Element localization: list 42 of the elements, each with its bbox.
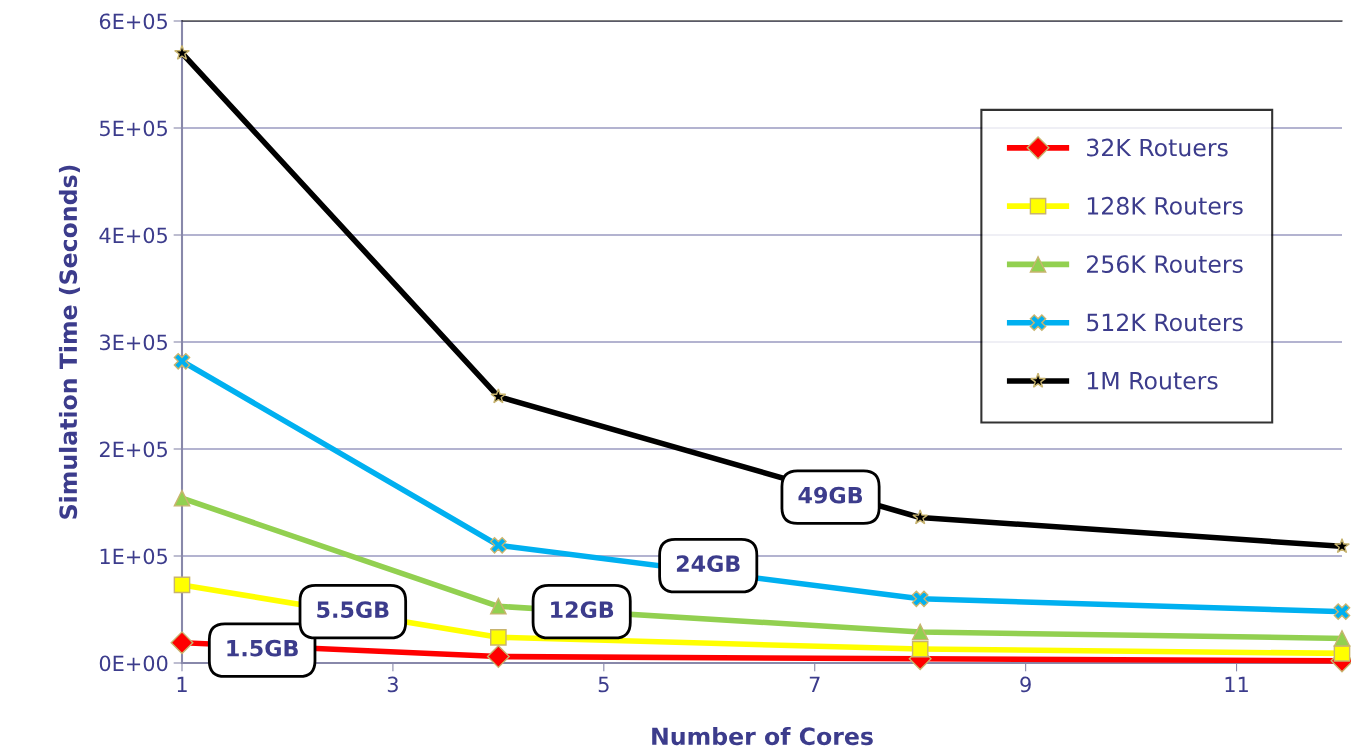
y-tick-label: 1E+05 bbox=[100, 548, 167, 565]
y-tick-label: 5E+05 bbox=[100, 120, 167, 137]
point bbox=[486, 645, 510, 669]
annotation: 24GB bbox=[676, 555, 740, 573]
x-tick-label: 7 bbox=[809, 676, 820, 693]
y-tick-label: 0E+00 bbox=[99, 655, 168, 672]
x-tick-label: 1 bbox=[177, 676, 187, 693]
x-axis-title: Number of Cores bbox=[652, 726, 873, 746]
x-tick-label: 3 bbox=[387, 676, 398, 693]
annotation: 49GB bbox=[798, 486, 863, 504]
point bbox=[490, 536, 507, 554]
point bbox=[174, 44, 190, 60]
point bbox=[1334, 538, 1350, 554]
point bbox=[912, 509, 929, 525]
y-tick-label: 6E+05 bbox=[99, 13, 167, 30]
point bbox=[170, 631, 194, 655]
x-tick-label: 9 bbox=[1020, 676, 1031, 693]
y-tick-label: 3E+05 bbox=[100, 334, 167, 351]
y-tick-label: 2E+05 bbox=[99, 441, 167, 458]
point bbox=[173, 489, 191, 507]
y-axis-title: Simulation Time (Seconds) bbox=[58, 165, 80, 519]
point bbox=[1333, 630, 1351, 647]
point bbox=[173, 352, 191, 370]
point bbox=[490, 388, 507, 404]
x-tick-label: 11 bbox=[1225, 676, 1248, 693]
annotation: 12GB bbox=[551, 601, 614, 619]
legend-label: 32K Rotuers bbox=[1087, 138, 1228, 157]
x-tick-label: 5 bbox=[598, 676, 609, 693]
legend-label: 1M Routers bbox=[1087, 371, 1218, 390]
point bbox=[911, 640, 929, 658]
annotation: 5.5GB bbox=[317, 601, 389, 619]
legend-label: 512K Routers bbox=[1087, 313, 1243, 332]
annotation: 1.5GB bbox=[227, 639, 298, 657]
point bbox=[490, 597, 507, 615]
point bbox=[911, 623, 929, 641]
legend-label: 128K Routers bbox=[1087, 196, 1243, 215]
point bbox=[1333, 603, 1351, 620]
point bbox=[490, 628, 507, 646]
legend-label: 256K Routers bbox=[1086, 255, 1243, 273]
y-tick-label: 4E+05 bbox=[99, 227, 167, 244]
point bbox=[173, 576, 191, 594]
point bbox=[911, 590, 929, 608]
